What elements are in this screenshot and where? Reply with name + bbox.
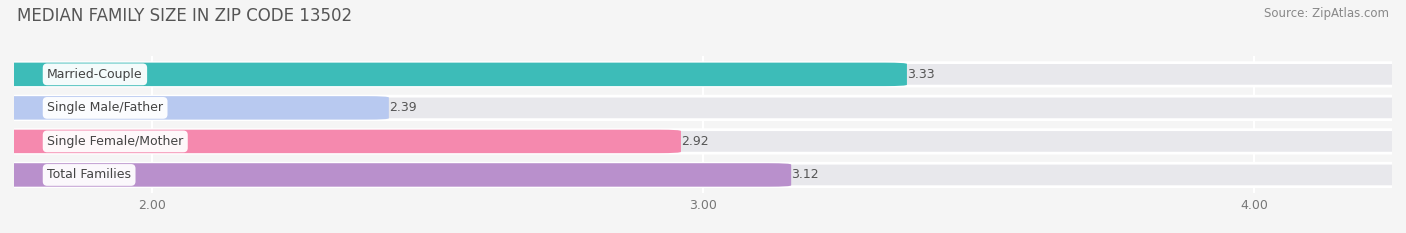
Text: 2.92: 2.92 (681, 135, 709, 148)
Text: Total Families: Total Families (48, 168, 131, 182)
FancyBboxPatch shape (0, 163, 1406, 187)
FancyBboxPatch shape (0, 163, 792, 187)
Text: Source: ZipAtlas.com: Source: ZipAtlas.com (1264, 7, 1389, 20)
Text: 2.39: 2.39 (389, 101, 416, 114)
Text: Married-Couple: Married-Couple (48, 68, 143, 81)
Text: Single Male/Father: Single Male/Father (48, 101, 163, 114)
FancyBboxPatch shape (0, 96, 1406, 120)
Text: 3.12: 3.12 (792, 168, 818, 182)
Text: MEDIAN FAMILY SIZE IN ZIP CODE 13502: MEDIAN FAMILY SIZE IN ZIP CODE 13502 (17, 7, 352, 25)
FancyBboxPatch shape (0, 130, 1406, 153)
Text: 3.33: 3.33 (907, 68, 935, 81)
FancyBboxPatch shape (0, 130, 681, 153)
FancyBboxPatch shape (0, 63, 1406, 86)
FancyBboxPatch shape (0, 96, 389, 120)
FancyBboxPatch shape (0, 63, 907, 86)
Text: Single Female/Mother: Single Female/Mother (48, 135, 183, 148)
